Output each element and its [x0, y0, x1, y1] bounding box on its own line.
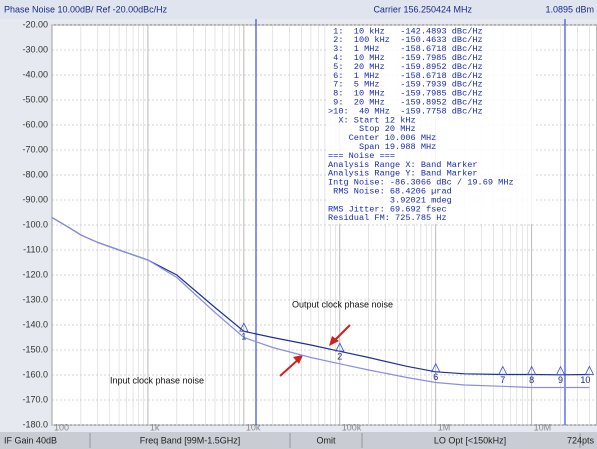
y-tick-label: -120.0	[22, 269, 48, 279]
marker	[335, 342, 345, 352]
marker-table-line: Stop 20 MHz	[328, 124, 416, 134]
y-tick-label: -50.00	[22, 94, 48, 104]
marker-table-line: 9: 20 MHz -159.8952 dBc/Hz	[328, 97, 483, 107]
y-tick-label: -20.00	[22, 19, 48, 29]
power: 1.0895 dBm	[545, 4, 594, 14]
arrow-head	[293, 355, 303, 364]
marker	[527, 365, 537, 375]
x-tick-label: 100	[54, 422, 69, 432]
status-item: Omit	[317, 435, 336, 445]
y-tick-label: -150.0	[22, 344, 48, 354]
marker-table-line: Intg Noise: -86.3066 dBc / 19.69 MHz	[328, 178, 514, 188]
marker-table-line: 7: 5 MHz -159.7939 dBc/Hz	[328, 80, 483, 90]
marker-table-line: Residual FM: 725.785 Hz	[328, 213, 447, 223]
marker-label: 2	[337, 352, 342, 362]
header-bar	[0, 0, 597, 19]
status-bar	[0, 432, 597, 449]
y-tick-label: -140.0	[22, 319, 48, 329]
y-tick-label: -100.0	[22, 219, 48, 229]
x-tick-label: 1M	[438, 422, 451, 432]
marker	[431, 362, 441, 373]
marker-table-line: 3.92021 mdeg	[328, 195, 452, 205]
status-item: LO Opt [<150kHz]	[434, 435, 506, 445]
y-tick-label: -90.00	[22, 194, 48, 204]
marker-label: 1	[241, 332, 246, 342]
marker-label: 10	[580, 375, 590, 385]
marker-label: 9	[558, 375, 563, 385]
y-tick-label: -80.00	[22, 169, 48, 179]
marker-label: 7	[500, 375, 505, 385]
y-tick-label: -40.00	[22, 69, 48, 79]
y-tick-label: -30.00	[22, 44, 48, 54]
annotation: Output clock phase noise	[292, 299, 393, 309]
carrier: Carrier 156.250424 MHz	[373, 4, 472, 14]
y-tick-label: -130.0	[22, 294, 48, 304]
marker-table-line: X: Start 12 kHz	[328, 115, 416, 125]
marker	[239, 322, 249, 332]
marker-table-line: Span 19.988 MHz	[328, 142, 436, 152]
marker-table-line: Center 10.006 MHz	[328, 133, 436, 143]
marker-table-line: 5: 20 MHz -159.8952 dBc/Hz	[328, 62, 483, 72]
y-tick-label: -170.0	[22, 394, 48, 404]
x-tick-label: 10k	[246, 422, 261, 432]
marker-table-line: 3: 1 MHz -158.6718 dBc/Hz	[328, 44, 483, 54]
marker-label: 8	[529, 375, 534, 385]
series-line	[51, 216, 590, 389]
marker	[584, 365, 595, 375]
marker-table-line: RMS Noise: 68.4206 µrad	[328, 186, 452, 196]
marker-table-line: 2: 100 kHz -150.4633 dBc/Hz	[328, 35, 483, 45]
marker-label: 6	[433, 372, 438, 382]
marker	[498, 365, 508, 375]
marker-table-line: Analysis Range Y: Band Marker	[328, 169, 478, 179]
marker-table-line: RMS Jitter: 69.692 fsec	[328, 204, 447, 214]
status-item: 724pts	[567, 435, 595, 445]
status-item: IF Gain 40dB	[4, 435, 57, 445]
marker	[555, 365, 566, 376]
marker-table-line: 1: 10 kHz -142.4893 dBc/Hz	[328, 26, 483, 36]
y-tick-label: -60.00	[22, 119, 48, 129]
marker-table-line: Analysis Range X: Band Marker	[328, 160, 478, 170]
status-item: Freq Band [99M-1.5GHz]	[140, 435, 241, 445]
marker-table-line: >10: 40 MHz -159.7758 dBc/Hz	[328, 106, 483, 116]
marker-table-line: 4: 10 MHz -159.7985 dBc/Hz	[328, 53, 483, 63]
chart-title: Phase Noise 10.00dB/ Ref -20.00dBc/Hz	[4, 4, 168, 14]
y-tick-label: -160.0	[22, 369, 48, 379]
arrow-head	[329, 336, 339, 346]
y-tick-label: -180.0	[22, 419, 48, 429]
x-tick-label: 1k	[150, 422, 160, 432]
y-tick-label: -110.0	[23, 244, 48, 254]
x-tick-label: 100k	[342, 422, 362, 432]
marker-table-line: === Noise ===	[328, 151, 395, 161]
marker-table-bg	[326, 26, 534, 224]
marker-table-line: 6: 1 MHz -158.6718 dBc/Hz	[328, 71, 483, 81]
y-tick-label: -70.00	[22, 144, 48, 154]
marker-table-line: 8: 10 MHz -159.7985 dBc/Hz	[328, 89, 483, 99]
x-tick-label: 10M	[534, 422, 552, 432]
annotation: Input clock phase noise	[110, 375, 204, 385]
